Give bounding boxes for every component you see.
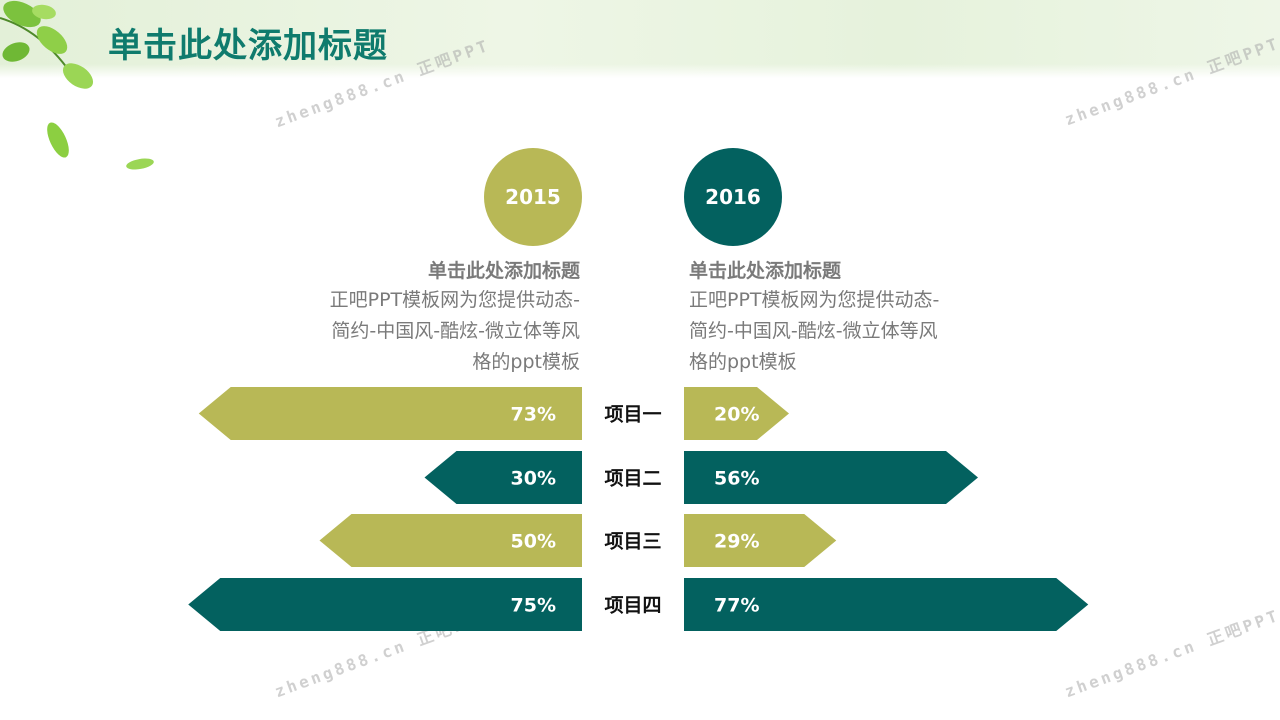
data-label-2015: 50%	[511, 531, 556, 553]
data-label-2016: 29%	[714, 531, 759, 553]
bar-2016	[684, 451, 978, 504]
category-label: 项目二	[604, 468, 661, 490]
bar-2015	[424, 451, 582, 504]
bar-2016	[684, 578, 1089, 631]
text-line: 正吧PPT模板网为您提供动态-	[689, 289, 940, 311]
text-line: 格的ppt模板	[472, 351, 580, 373]
category-label: 项目一	[604, 404, 661, 426]
leaf-decoration-icon	[0, 0, 154, 170]
text-line: 简约-中国风-酷炫-微立体等风	[331, 320, 580, 342]
text-line: 格的ppt模板	[689, 351, 797, 373]
bar-2015	[198, 387, 582, 440]
left-block-text: 正吧PPT模板网为您提供动态- 简约-中国风-酷炫-微立体等风 格的ppt模板	[300, 285, 580, 378]
text-line: 正吧PPT模板网为您提供动态-	[329, 289, 580, 311]
category-label: 项目四	[604, 595, 661, 617]
bar-2015	[319, 514, 582, 567]
page-title: 单击此处添加标题	[108, 26, 388, 66]
data-label-2016: 56%	[714, 468, 759, 490]
bar-2016	[684, 514, 837, 567]
bar-2015	[188, 578, 582, 631]
data-label-2015: 75%	[511, 595, 556, 617]
text-line: 简约-中国风-酷炫-微立体等风	[689, 320, 938, 342]
data-label-2016: 77%	[714, 595, 759, 617]
year-2016-circle: 2016	[684, 148, 782, 246]
category-label: 项目三	[604, 531, 661, 553]
header-band	[0, 0, 1280, 78]
data-label-2015: 30%	[511, 468, 556, 490]
data-label-2016: 20%	[714, 404, 759, 426]
right-block-text: 正吧PPT模板网为您提供动态- 简约-中国风-酷炫-微立体等风 格的ppt模板	[689, 285, 969, 378]
data-label-2015: 73%	[511, 404, 556, 426]
left-block-heading: 单击此处添加标题	[427, 260, 580, 282]
bar-2016	[684, 387, 789, 440]
right-block-heading: 单击此处添加标题	[689, 260, 842, 282]
year-2015-circle: 2015	[484, 148, 582, 246]
